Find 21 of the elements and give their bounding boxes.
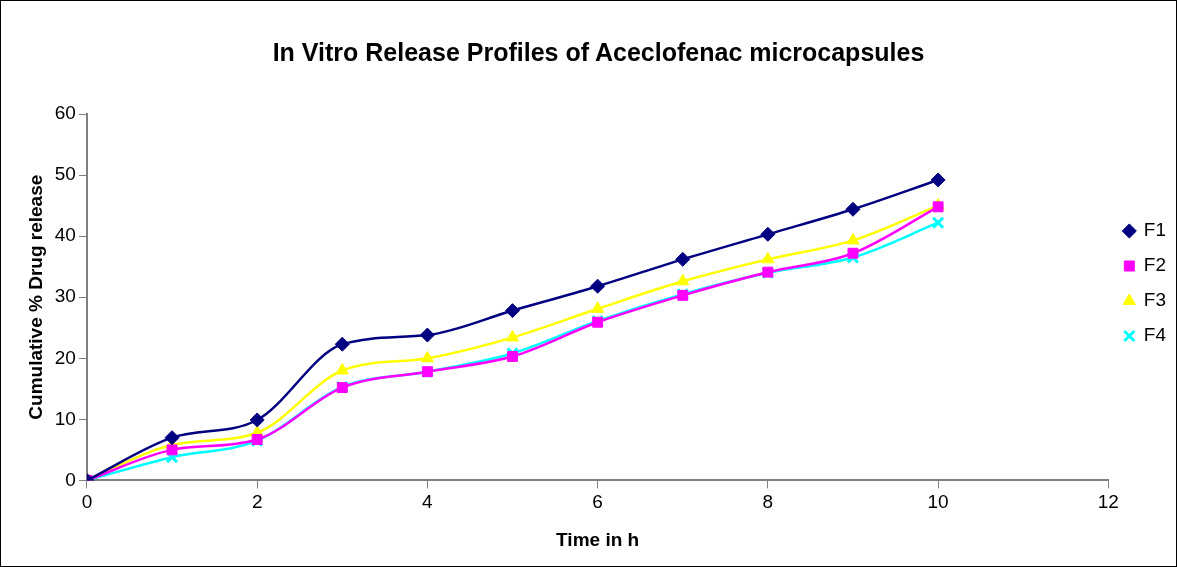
y-tick-label: 0	[65, 468, 76, 490]
legend-label: F2	[1143, 254, 1167, 276]
legend-label: F3	[1143, 289, 1167, 311]
x-tick-label: 6	[592, 491, 603, 513]
legend-label: F1	[1143, 219, 1167, 241]
y-tick-label: 10	[54, 407, 76, 429]
y-tick-label: 30	[54, 285, 76, 307]
y-axis-title: Cumulative % Drug release	[24, 174, 46, 420]
x-tick-label: 4	[422, 491, 434, 513]
x-tick-label: 12	[1097, 491, 1119, 513]
x-tick-label: 10	[927, 491, 949, 513]
x-axis-title: Time in h	[556, 528, 640, 550]
x-tick-label: 8	[762, 491, 774, 513]
x-tick-label: 0	[81, 491, 93, 513]
chart-title: In Vitro Release Profiles of Aceclofenac microcapsules	[272, 37, 925, 66]
legend-label: F4	[1143, 324, 1167, 346]
y-tick-label: 60	[54, 102, 76, 124]
y-tick-label: 40	[54, 224, 76, 246]
y-tick-label: 20	[54, 346, 76, 368]
x-tick-label: 2	[251, 491, 263, 513]
y-tick-label: 50	[54, 163, 76, 185]
